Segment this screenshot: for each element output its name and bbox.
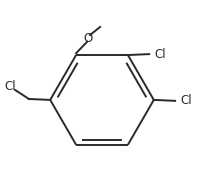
Text: Cl: Cl: [5, 80, 16, 92]
Text: Cl: Cl: [181, 94, 192, 107]
Text: O: O: [83, 32, 93, 45]
Text: Cl: Cl: [155, 48, 166, 61]
